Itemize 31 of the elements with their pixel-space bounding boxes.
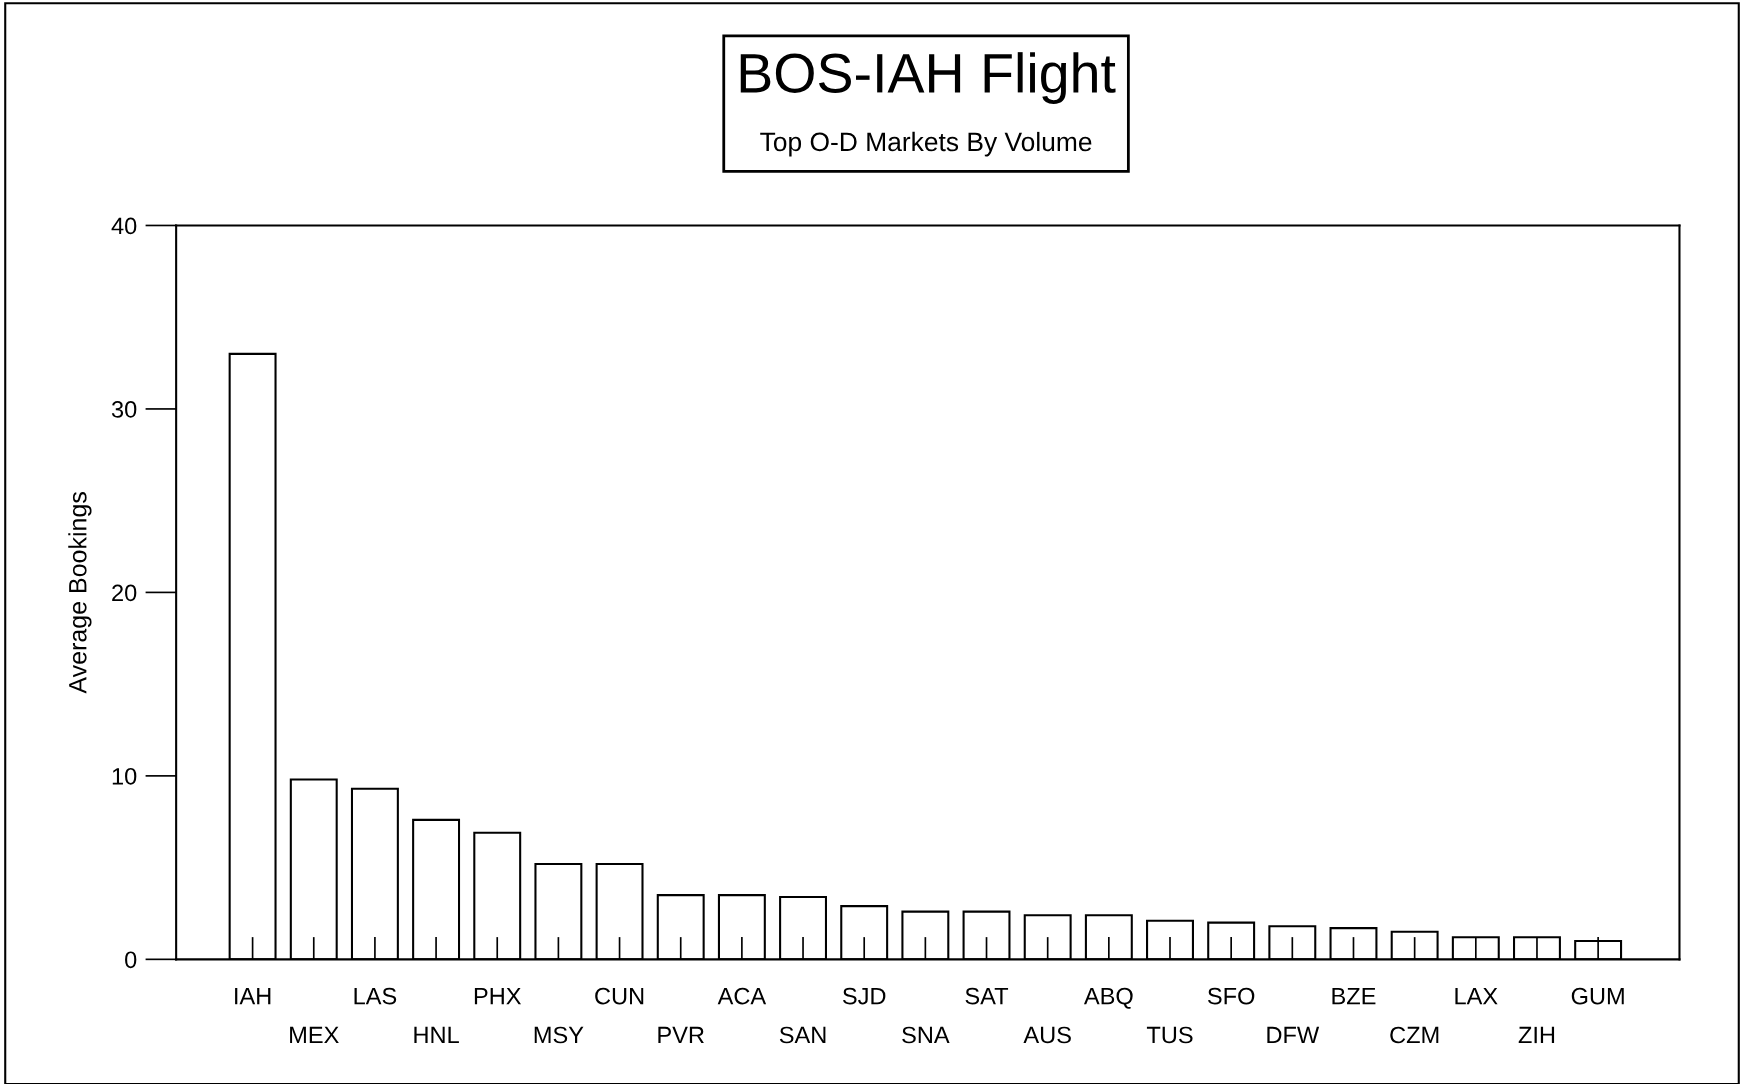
x-tick-label: AUS — [1023, 1026, 1071, 1044]
x-tick-label: SJD — [842, 987, 886, 1005]
x-tick-label: DFW — [1267, 1026, 1320, 1044]
x-tick-label: CZM — [1390, 1026, 1439, 1044]
x-tick-label: PHX — [474, 987, 522, 1005]
x-tick-label: PVR — [658, 1026, 704, 1044]
x-tick-label: TUS — [1146, 1026, 1193, 1044]
x-tick-label: BZE — [1332, 987, 1376, 1005]
y-tick-label: 40 — [111, 217, 137, 235]
x-tick-label: HNL — [414, 1026, 459, 1044]
x-tick-label: MSY — [534, 1026, 584, 1044]
chart-subtitle: Top O-D Markets By Volume — [760, 131, 1092, 157]
x-tick-label: ZIH — [1518, 1026, 1555, 1044]
y-tick-label: 0 — [125, 951, 137, 969]
y-tick-label: 30 — [111, 401, 137, 418]
x-tick-label: LAX — [1455, 987, 1498, 1005]
x-tick-label: SFO — [1207, 987, 1255, 1005]
x-tick-label: IAH — [235, 987, 271, 1005]
x-tick-label: SAN — [779, 1026, 826, 1044]
x-tick-label: ABQ — [1083, 987, 1133, 1009]
x-tick-label: LAS — [354, 987, 397, 1005]
x-tick-label: MEX — [290, 1026, 339, 1044]
y-tick-label: 10 — [112, 767, 137, 785]
x-tick-label: ACA — [717, 987, 767, 1005]
x-tick-label: GUM — [1571, 987, 1624, 1005]
x-tick-label: SNA — [902, 1026, 950, 1044]
y-tick-label: 20 — [112, 584, 137, 602]
x-tick-label: CUN — [595, 987, 644, 1005]
x-tick-label: SAT — [965, 987, 1009, 1005]
y-axis-title: Average Bookings — [68, 492, 92, 694]
chart-title: BOS-IAH Flight — [740, 52, 1116, 104]
